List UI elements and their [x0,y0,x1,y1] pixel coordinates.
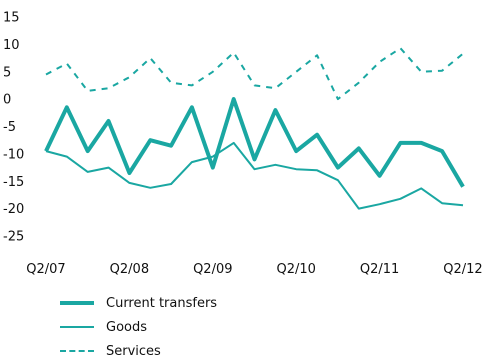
y-tick-label: -15 [3,175,24,190]
legend-label: Goods [106,319,148,335]
y-tick-label: -10 [3,147,24,162]
x-tick-label: Q2/08 [110,262,149,277]
line-chart: 15 10 5 0 -5 -10 -15 -20 -25 Q2/07 Q2/08 Q2/09 Q2/1… [3,11,483,278]
series-line-goods [45,141,464,210]
x-tick-label: Q2/10 [276,262,315,277]
x-tick-label: Q2/09 [193,262,232,277]
x-tick-label: Q2/07 [26,262,65,277]
x-axis: Q2/07 Q2/08 Q2/09 Q2/10 Q2/11 Q2/12 [26,262,482,277]
legend: Current transfers Goods Services [60,291,217,363]
legend-swatch [60,301,94,305]
y-axis: 15 10 5 0 -5 -10 -15 -20 -25 [3,11,24,245]
x-tick-label: Q2/11 [360,262,399,277]
legend-item: Current transfers [60,291,217,315]
legend-item: Goods [60,315,217,339]
series-line-current-transfers [44,97,465,188]
series-layer [44,47,465,210]
legend-swatch [60,326,94,328]
series-line-services [45,47,464,101]
y-tick-label: 0 [3,93,11,108]
y-tick-label: -25 [3,230,24,245]
y-tick-label: 10 [3,38,20,53]
y-tick-label: -20 [3,202,24,217]
x-tick-label: Q2/12 [443,262,482,277]
y-tick-label: 15 [3,11,20,26]
legend-label: Current transfers [106,295,218,311]
y-tick-label: 5 [3,65,11,80]
y-tick-label: -5 [3,120,16,135]
legend-swatch [60,350,94,352]
legend-item: Services [60,339,217,363]
legend-label: Services [106,343,161,359]
